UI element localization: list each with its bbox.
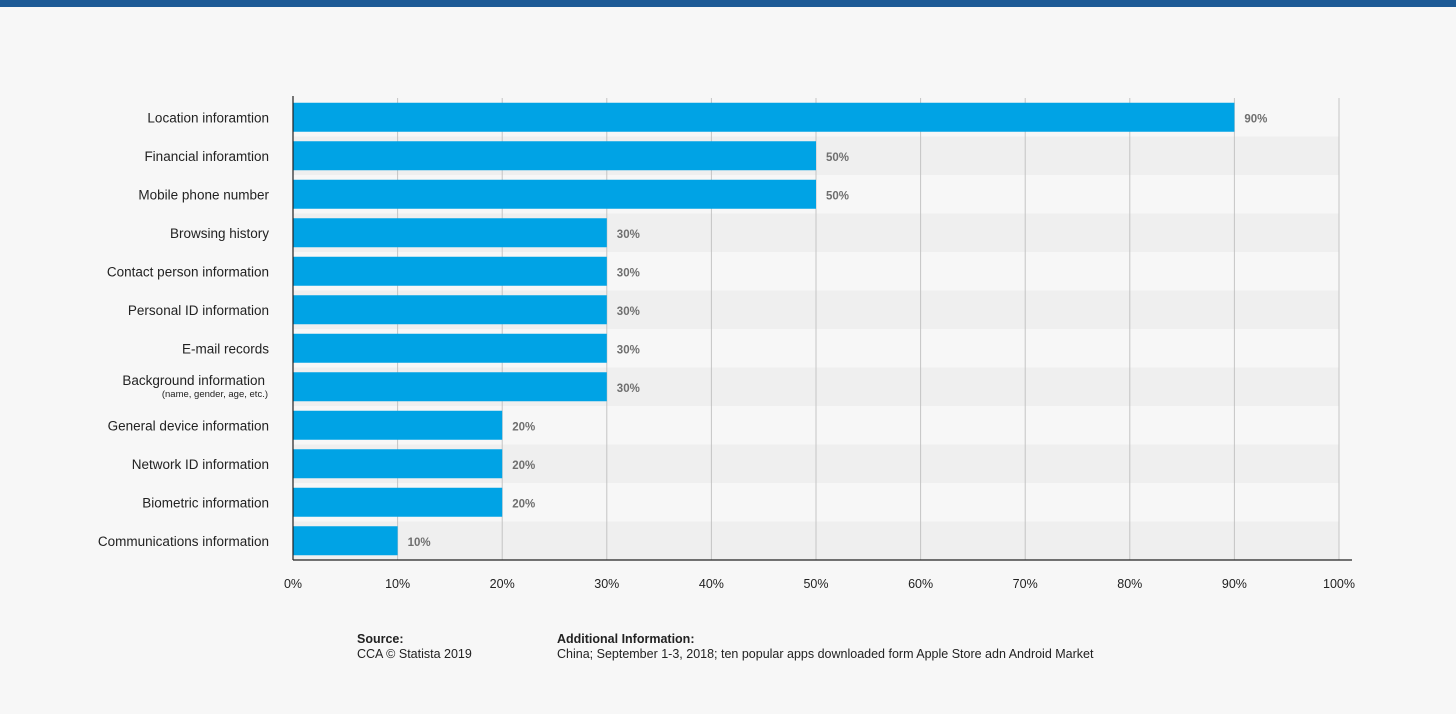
category-label: Personal ID information [128, 303, 269, 318]
category-label: Network ID information [132, 457, 269, 472]
category-label: Background information [122, 373, 265, 388]
value-label: 50% [826, 190, 849, 202]
x-tick-label: 60% [908, 577, 933, 591]
bar [293, 179, 816, 209]
source-text: CCA © Statista 2019 [357, 647, 472, 661]
additional-info-block: Additional Information: China; September… [557, 632, 1093, 662]
bar [293, 141, 816, 171]
category-label: Browsing history [170, 226, 269, 241]
category-label: Biometric information [142, 495, 269, 510]
x-tick-label: 80% [1117, 577, 1142, 591]
bar [293, 256, 607, 286]
x-tick-label: 10% [385, 577, 410, 591]
source-block: Source: CCA © Statista 2019 [357, 632, 472, 662]
value-label: 30% [617, 383, 640, 395]
top-accent-bar [0, 0, 1456, 7]
bar [293, 487, 503, 517]
bar [293, 102, 1235, 132]
bar [293, 372, 607, 402]
bar [293, 218, 607, 248]
x-tick-label: 90% [1222, 577, 1247, 591]
category-label: Location inforamtion [147, 110, 269, 125]
bar [293, 410, 503, 440]
category-label: Communications information [98, 534, 269, 549]
x-tick-label: 20% [490, 577, 515, 591]
category-label: General device information [108, 418, 269, 433]
x-tick-label: 30% [594, 577, 619, 591]
bar [293, 526, 398, 556]
value-label: 90% [1244, 113, 1267, 125]
value-label: 20% [512, 460, 535, 472]
category-label: Financial inforamtion [144, 149, 269, 164]
value-label: 50% [826, 152, 849, 164]
value-label: 30% [617, 229, 640, 241]
value-label: 20% [512, 498, 535, 510]
value-label: 20% [512, 421, 535, 433]
bar [293, 333, 607, 363]
x-tick-label: 50% [803, 577, 828, 591]
x-tick-label: 100% [1323, 577, 1355, 591]
category-label: E-mail records [182, 341, 269, 356]
category-sublabel: (name, gender, age, etc.) [162, 389, 268, 400]
category-label: Contact person information [107, 264, 269, 279]
value-label: 10% [408, 537, 431, 549]
bar [293, 295, 607, 325]
additional-info-text: China; September 1-3, 2018; ten popular … [557, 647, 1094, 661]
value-label: 30% [617, 344, 640, 356]
source-title: Source: [357, 632, 404, 646]
x-tick-label: 40% [699, 577, 724, 591]
x-tick-label: 70% [1013, 577, 1038, 591]
category-label: Mobile phone number [138, 187, 269, 202]
value-label: 30% [617, 306, 640, 318]
bar [293, 449, 503, 479]
additional-info-title: Additional Information: [557, 632, 695, 646]
x-tick-label: 0% [284, 577, 302, 591]
value-label: 30% [617, 267, 640, 279]
